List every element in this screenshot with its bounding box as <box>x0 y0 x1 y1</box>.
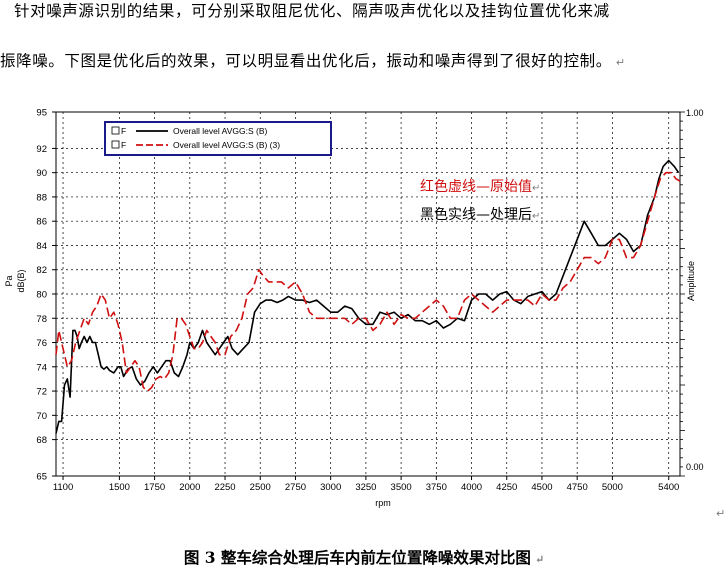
y-tick-label: 68 <box>36 435 47 446</box>
legend-marker-label: F <box>121 126 126 136</box>
annotation-label: 红色虚线—原始值↵ <box>420 178 540 195</box>
right-axis-bottom-label: 0.00 <box>686 462 704 472</box>
legend-entry-label: Overall level AVGG:S (B) <box>173 126 267 136</box>
noise-comparison-chart: 1100 1500 1750 2000 2250 2500 2750 3000 3250 3500… <box>4 108 704 509</box>
figure-caption: 图 3 整车综合处理后车内前左位置降噪效果对比图 ↵ <box>0 546 728 568</box>
annotation-paragraph-mark: ↵ <box>532 211 540 222</box>
x-tick-label: 3750 <box>426 482 447 493</box>
y-tick-label: 82 <box>36 265 47 276</box>
x-axis-label: rpm <box>375 498 391 508</box>
stray-paragraph-mark: ↵ <box>716 507 726 520</box>
x-tick-label: 4750 <box>567 482 588 493</box>
paragraph-line-1: 针对噪声源识别的结果，可分别采取阻尼优化、隔声吸声优化以及挂钩位置优化来减 <box>14 0 728 21</box>
x-tick-label: 1750 <box>144 482 165 493</box>
y-tick-label: 65 <box>36 472 47 483</box>
x-tick-label: 3250 <box>355 482 376 493</box>
paragraph-line-2-text: 振降噪。下图是优化后的效果，可以明显看出优化后，振动和噪声得到了很好的控制。 <box>0 52 612 70</box>
legend-checkbox <box>111 140 120 149</box>
y-tick-label: 90 <box>36 168 47 179</box>
annotation-label: 黑色实线—处理后↵ <box>420 206 540 223</box>
y-axis-label: dB(B) <box>16 269 26 292</box>
y-tick-label: 78 <box>36 314 47 325</box>
legend-checkbox <box>111 126 120 135</box>
paragraph-line-2: 振降噪。下图是优化后的效果，可以明显看出优化后，振动和噪声得到了很好的控制。 ↵ <box>0 49 728 71</box>
x-tick-label: 1100 <box>53 482 73 493</box>
y-axis-unit-label: Pa <box>4 275 14 286</box>
x-tick-label: 2250 <box>214 482 235 493</box>
paragraph-line-1-text: 针对噪声源识别的结果，可分别采取阻尼优化、隔声吸声优化以及挂钩位置优化来减 <box>14 2 610 20</box>
y-tick-label: 74 <box>36 362 47 373</box>
annotation-paragraph-mark: ↵ <box>532 183 540 194</box>
caption-paragraph-mark: ↵ <box>534 553 545 566</box>
x-tick-label: 4250 <box>496 482 517 493</box>
x-tick-label: 5400 <box>658 482 679 493</box>
y-tick-label: 88 <box>36 192 47 203</box>
y-tick-label: 80 <box>36 290 47 301</box>
paragraph-mark: ↵ <box>615 56 626 69</box>
chart-legend: F Overall level AVGG:S (B) F Overall level … <box>104 121 332 156</box>
y-tick-label: 92 <box>36 144 47 155</box>
y-tick-label: 86 <box>36 217 47 228</box>
y-tick-label: 84 <box>36 241 47 252</box>
legend-marker-label: F <box>121 140 126 150</box>
x-tick-label: 2500 <box>250 482 271 493</box>
x-tick-label: 2000 <box>179 482 200 493</box>
x-tick-label: 4000 <box>461 482 482 493</box>
right-axis-label: Amplitude <box>686 261 696 301</box>
y-tick-label: 95 <box>36 108 47 119</box>
series-line-processed <box>55 159 680 434</box>
legend-frame <box>104 121 332 156</box>
x-tick-label: 3500 <box>391 482 412 493</box>
x-tick-label: 3000 <box>320 482 341 493</box>
y-tick-label: 72 <box>36 387 47 398</box>
right-axis-top-label: 1.00 <box>686 108 704 118</box>
legend-entry-label: Overall level AVGG:S (B) (3) <box>173 140 280 150</box>
x-tick-label: 4500 <box>531 482 552 493</box>
y-tick-label: 70 <box>36 411 47 422</box>
series-line-original <box>55 171 681 392</box>
figure-caption-text: 图 3 整车综合处理后车内前左位置降噪效果对比图 <box>183 548 531 567</box>
x-tick-label: 1500 <box>109 482 130 493</box>
y-tick-label: 76 <box>36 338 47 349</box>
x-tick-label: 2750 <box>285 482 306 493</box>
x-tick-label: 5000 <box>602 482 623 493</box>
